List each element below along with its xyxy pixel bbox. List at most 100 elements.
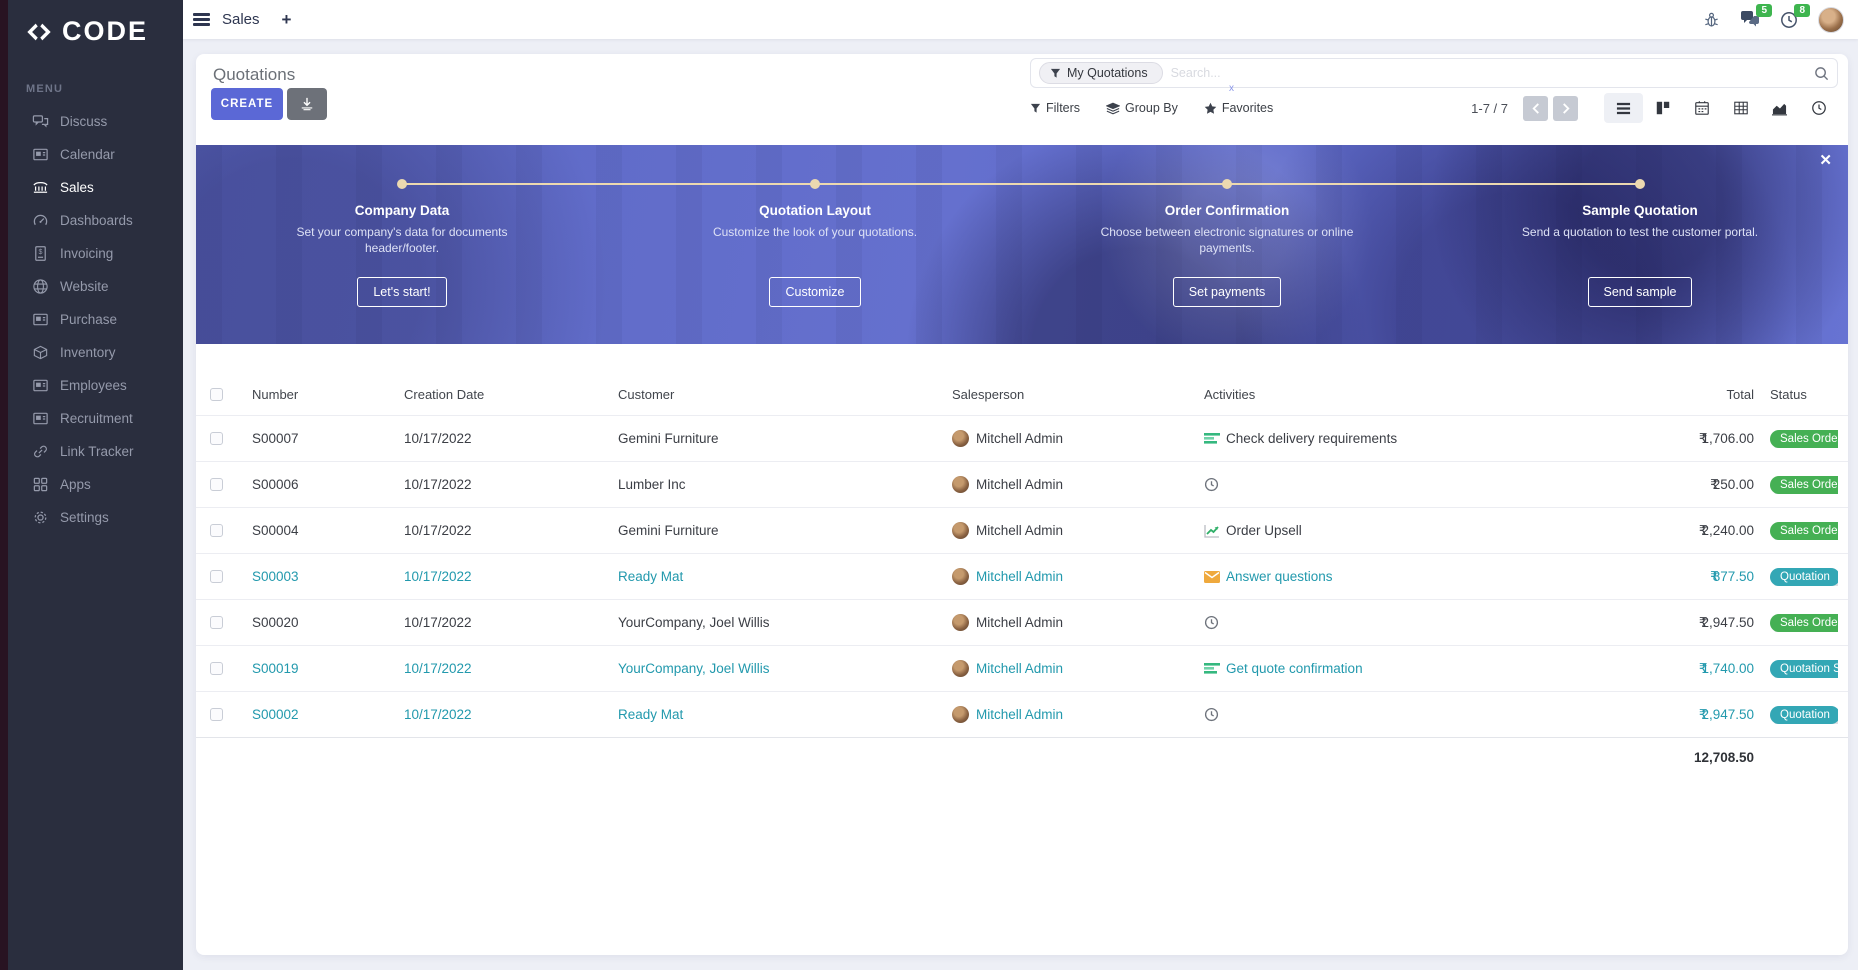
column-header-total[interactable]: Total (1726, 386, 1754, 402)
sidebar-item-apps[interactable]: Apps (8, 468, 183, 501)
sidebar-item-employees[interactable]: Employees (8, 369, 183, 402)
sidebar-item-sales[interactable]: Sales (8, 171, 183, 204)
filter-funnel-icon (1050, 68, 1061, 78)
group-by-button[interactable]: Group By (1106, 101, 1178, 115)
clock-activity-icon[interactable] (1204, 477, 1219, 492)
row-checkbox[interactable] (210, 570, 223, 583)
group-by-layers-icon (1106, 102, 1121, 114)
list-controls: Filters Group By Favorites 1-7 / 7 (1030, 92, 1838, 124)
customize-button[interactable]: Customize (769, 277, 861, 307)
column-header-activities[interactable]: Activities (1204, 386, 1256, 402)
activity-label[interactable]: Order Upsell (1226, 523, 1302, 538)
sidebar-item-inventory[interactable]: Inventory (8, 336, 183, 369)
table-row[interactable]: S00004 10/17/2022 Gemini Furniture Mitch… (196, 507, 1848, 553)
table-row[interactable]: S00003 10/17/2022 Ready Mat Mitchell Adm… (196, 553, 1848, 599)
facet-remove-icon[interactable]: x (1229, 83, 1234, 94)
column-header-customer[interactable]: Customer (618, 386, 675, 402)
debug-bug-icon[interactable] (1703, 11, 1720, 29)
table-row[interactable]: S00019 10/17/2022 YourCompany, Joel Will… (196, 645, 1848, 691)
customer-name: YourCompany, Joel Willis (618, 661, 770, 676)
activity-view-button[interactable] (1799, 93, 1838, 123)
search-input[interactable] (1170, 66, 1814, 80)
search-bar[interactable]: My Quotations x (1030, 58, 1838, 94)
menu-section-label: MENU (26, 83, 64, 95)
favorites-button[interactable]: Favorites (1204, 101, 1273, 115)
quotation-number: S00019 (252, 661, 299, 676)
salesperson-avatar (952, 706, 969, 723)
row-checkbox[interactable] (210, 478, 223, 491)
svg-text:$: $ (39, 248, 43, 256)
salesperson-name: Mitchell Admin (976, 523, 1064, 538)
customer-name: Gemini Furniture (618, 523, 719, 538)
table-row[interactable]: S00006 10/17/2022 Lumber Inc Mitchell Ad… (196, 461, 1848, 507)
column-header-creation-date[interactable]: Creation Date (404, 386, 485, 402)
pager-previous-button[interactable] (1523, 95, 1548, 121)
row-checkbox[interactable] (210, 616, 223, 629)
activity-label[interactable]: Get quote confirmation (1226, 661, 1363, 676)
calendar-view-button[interactable] (1682, 93, 1721, 123)
email-activity-icon (1204, 570, 1220, 583)
table-row[interactable]: S00007 10/17/2022 Gemini Furniture Mitch… (196, 415, 1848, 461)
website-icon (33, 279, 48, 294)
customer-name: Ready Mat (618, 569, 684, 584)
activities-clock-icon[interactable]: 8 (1780, 3, 1810, 29)
content-card: Quotations CREATE My Quotations x Filter… (196, 54, 1848, 955)
status-badge: Sales Order (1770, 613, 1838, 632)
kanban-view-button[interactable] (1643, 93, 1682, 123)
logo[interactable]: CODE (8, 0, 183, 47)
search-icon[interactable] (1814, 66, 1829, 81)
sidebar-item-calendar[interactable]: Calendar (8, 138, 183, 171)
pager: 1-7 / 7 (1471, 95, 1578, 121)
row-checkbox[interactable] (210, 524, 223, 537)
row-checkbox[interactable] (210, 432, 223, 445)
banner-close-icon[interactable]: ✕ (1819, 152, 1832, 169)
messages-icon[interactable]: 5 (1740, 4, 1772, 28)
row-checkbox[interactable] (210, 708, 223, 721)
search-facet-my-quotations[interactable]: My Quotations (1039, 62, 1163, 84)
sidebar-item-recruitment[interactable]: Recruitment (8, 402, 183, 435)
create-button[interactable]: CREATE (211, 88, 283, 120)
activity-label[interactable]: Answer questions (1226, 569, 1333, 584)
order-total: ₹250.00 (1710, 476, 1754, 493)
order-total: ₹2,947.50 (1698, 706, 1754, 723)
lets-start-button[interactable]: Let's start! (357, 277, 447, 307)
tasks-activity-icon (1204, 663, 1220, 674)
sidebar-item-dashboards[interactable]: Dashboards (8, 204, 183, 237)
clock-activity-icon[interactable] (1204, 615, 1219, 630)
pivot-view-icon (1733, 101, 1748, 115)
sidebar-item-settings[interactable]: Settings (8, 501, 183, 534)
sidebar-item-invoicing[interactable]: $ Invoicing (8, 237, 183, 270)
sidebar-item-website[interactable]: Website (8, 270, 183, 303)
filters-button[interactable]: Filters (1030, 101, 1080, 115)
new-tab-button[interactable]: + (281, 9, 292, 29)
column-header-salesperson[interactable]: Salesperson (952, 386, 1025, 402)
hamburger-menu-icon[interactable] (193, 11, 210, 29)
link-tracker-icon (34, 445, 47, 458)
send-sample-button[interactable]: Send sample (1587, 277, 1693, 307)
pager-next-button[interactable] (1553, 95, 1578, 121)
table-row[interactable]: S00002 10/17/2022 Ready Mat Mitchell Adm… (196, 691, 1848, 737)
quotation-number: S00020 (252, 615, 299, 630)
app-title[interactable]: Sales (222, 11, 260, 28)
export-button[interactable] (287, 88, 327, 120)
user-avatar[interactable] (1818, 6, 1844, 33)
list-view-icon (1616, 102, 1631, 114)
graph-view-button[interactable] (1760, 93, 1799, 123)
sidebar-item-discuss[interactable]: Discuss (8, 105, 183, 138)
status-badge: Quotation Sent (1770, 659, 1838, 678)
sidebar-item-purchase[interactable]: Purchase (8, 303, 183, 336)
list-view-button[interactable] (1604, 93, 1643, 123)
favorites-star-icon (1204, 102, 1217, 114)
activity-label[interactable]: Check delivery requirements (1226, 431, 1398, 446)
clock-activity-icon[interactable] (1204, 707, 1219, 722)
set-payments-button[interactable]: Set payments (1172, 277, 1282, 307)
column-header-number[interactable]: Number (252, 386, 299, 402)
sidebar-item-link-tracker[interactable]: Link Tracker (8, 435, 183, 468)
column-header-status[interactable]: Status (1770, 386, 1807, 402)
table-row[interactable]: S00020 10/17/2022 YourCompany, Joel Will… (196, 599, 1848, 645)
select-all-checkbox[interactable] (210, 387, 223, 401)
row-checkbox[interactable] (210, 662, 223, 675)
pivot-view-button[interactable] (1721, 93, 1760, 123)
dashboards-icon (33, 214, 48, 226)
quotation-number: S00003 (252, 569, 299, 584)
